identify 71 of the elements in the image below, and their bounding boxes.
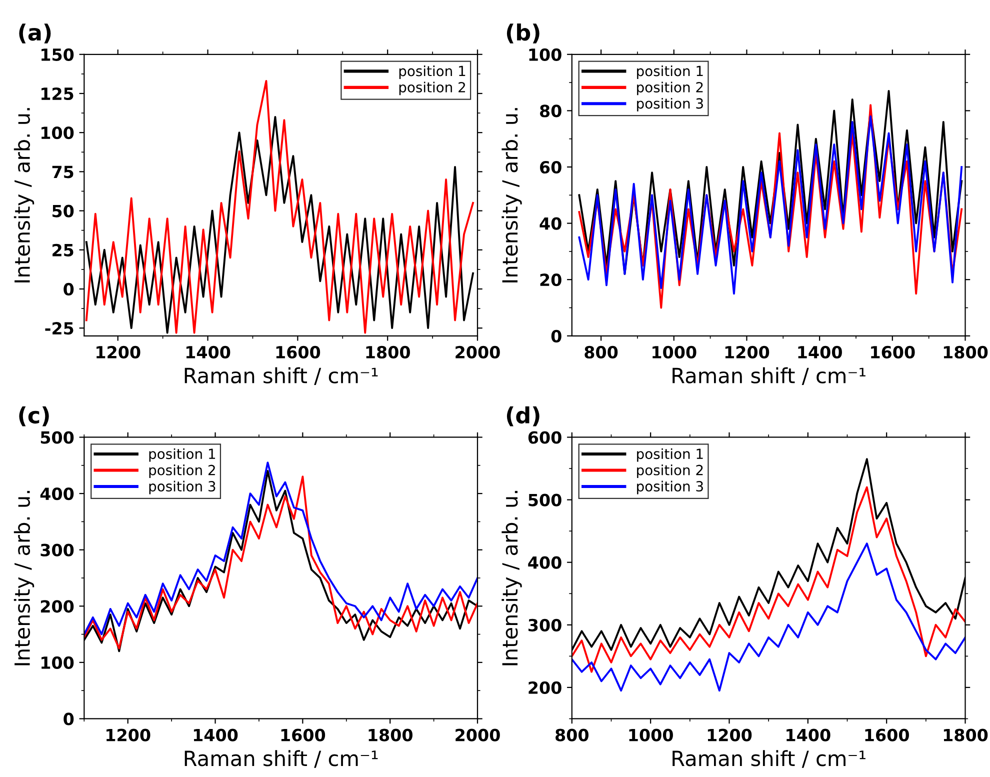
- y-tick-label: 300: [40, 544, 74, 556]
- x-tick-label: 1400: [186, 346, 230, 359]
- x-tick-label: 1600: [865, 728, 909, 742]
- legend-label: position 3: [637, 98, 703, 112]
- x-tick-label: 1600: [281, 728, 326, 742]
- y-tick-label: 500: [40, 431, 74, 444]
- x-tick-label: 1800: [944, 728, 988, 742]
- y-tick-label: 400: [528, 556, 562, 569]
- y-axis-title: Intensity / arb. u.: [14, 108, 34, 282]
- x-tick-label: 800: [584, 346, 618, 359]
- x-tick-label: 1000: [629, 728, 673, 742]
- legend-label: position 1: [149, 448, 216, 462]
- x-axis-title: Raman shift / cm⁻¹: [672, 750, 866, 768]
- chart-title: (a): [19, 24, 51, 44]
- x-tick-label: 1200: [96, 346, 140, 359]
- x-tick-label: 1800: [944, 346, 988, 359]
- legend-label: position 3: [149, 480, 216, 494]
- legend-label: position 1: [399, 66, 466, 79]
- y-tick-label: 600: [528, 431, 562, 444]
- y-tick-label: 25: [52, 244, 74, 256]
- legend-label: position 2: [637, 82, 703, 96]
- y-tick-label: 100: [529, 48, 562, 61]
- y-tick-label: 400: [40, 487, 74, 500]
- legend-label: position 1: [637, 448, 703, 462]
- y-tick-label: 150: [42, 48, 74, 61]
- y-tick-label: 200: [40, 600, 74, 613]
- x-tick-label: 2000: [456, 728, 500, 742]
- x-tick-label: 1400: [194, 728, 238, 742]
- x-axis-title: Raman shift / cm⁻¹: [184, 367, 378, 386]
- legend-label: position 2: [399, 82, 465, 96]
- legend-label: position 2: [149, 464, 215, 478]
- x-tick-label: 2000: [456, 346, 500, 359]
- x-tick-label: 1400: [786, 728, 830, 742]
- y-tick-label: 200: [528, 681, 562, 694]
- y-tick-label: 80: [540, 104, 562, 118]
- y-axis-title: Intensity / arb. u.: [502, 108, 522, 282]
- y-axis-title: Intensity / arb. u.: [14, 490, 34, 666]
- y-tick-label: 0: [551, 330, 562, 342]
- x-tick-label: 1000: [652, 346, 696, 359]
- x-tick-label: 1800: [368, 728, 412, 742]
- chart-title: (c): [19, 406, 49, 426]
- y-tick-label: 125: [42, 87, 74, 100]
- y-tick-label: 100: [42, 656, 74, 669]
- x-tick-label: 1400: [798, 346, 842, 359]
- y-tick-label: 50: [52, 204, 74, 218]
- y-tick-label: 0: [64, 712, 74, 726]
- x-axis-title: Raman shift / cm⁻¹: [184, 750, 378, 768]
- y-tick-label: 100: [42, 126, 74, 140]
- legend-label: position 2: [637, 464, 703, 478]
- y-tick-label: 75: [52, 166, 74, 178]
- x-tick-label: 1200: [725, 346, 770, 359]
- y-tick-label: 20: [540, 274, 562, 286]
- y-tick-label: 40: [540, 217, 562, 230]
- line-series: [572, 542, 966, 692]
- chart-title: (d): [506, 406, 540, 426]
- y-tick-label: -25: [45, 322, 74, 335]
- x-tick-label: 1600: [276, 346, 320, 359]
- y-tick-label: 300: [528, 618, 562, 632]
- legend-label: position 3: [637, 480, 703, 494]
- x-axis-title: Raman shift / cm⁻¹: [672, 367, 866, 386]
- x-tick-label: 1200: [708, 728, 752, 742]
- x-tick-label: 1600: [871, 346, 915, 359]
- chart-title: (b): [506, 24, 540, 44]
- y-tick-label: 500: [528, 494, 562, 506]
- x-tick-label: 1200: [106, 728, 150, 742]
- legend-label: position 1: [637, 66, 703, 79]
- y-tick-label: 0: [64, 282, 74, 296]
- x-tick-label: 800: [556, 728, 588, 742]
- x-tick-label: 1800: [366, 346, 410, 359]
- y-tick-label: 60: [540, 160, 562, 174]
- y-axis-title: Intensity / arb. u.: [502, 490, 522, 666]
